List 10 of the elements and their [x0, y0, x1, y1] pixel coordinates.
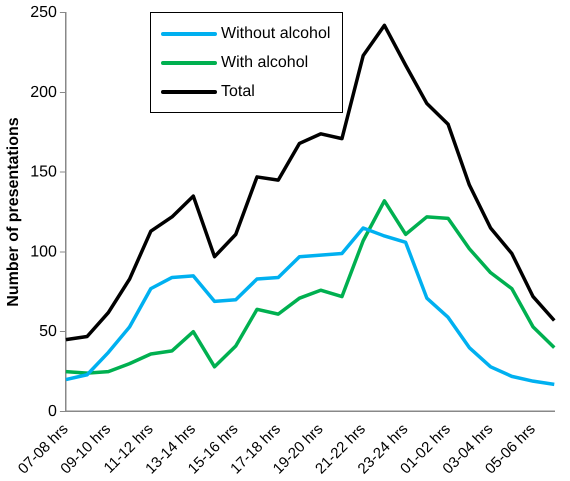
y-tick-label: 0 [48, 402, 57, 420]
legend-label: Without alcohol [221, 24, 330, 42]
y-tick-label: 150 [30, 164, 57, 181]
y-tick-label: 100 [30, 243, 57, 260]
y-tick-label: 250 [30, 4, 57, 22]
y-axis-title: Number of presentations [5, 117, 22, 307]
y-tick-label: 50 [39, 323, 57, 340]
legend-label: With alcohol [221, 54, 308, 72]
legend-label: Total [221, 82, 255, 100]
y-tick-label: 200 [30, 84, 57, 101]
